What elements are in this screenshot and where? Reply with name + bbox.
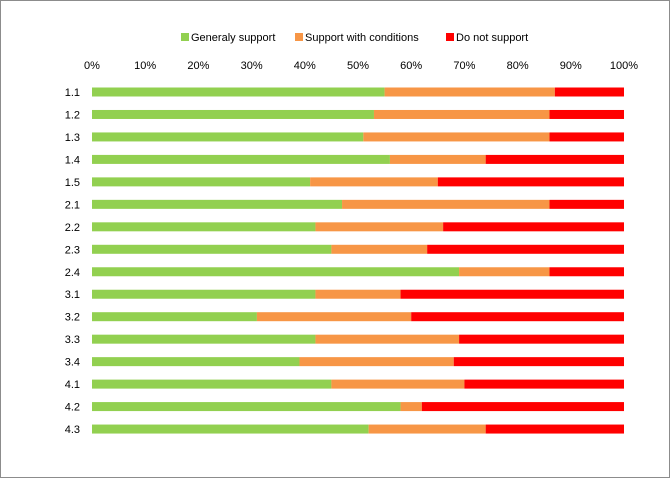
y-category-label: 2.3 — [65, 244, 80, 256]
y-category-label: 2.4 — [65, 267, 80, 279]
bar-1-1-series-1 — [384, 87, 555, 97]
bar-1-5-series-1 — [310, 177, 438, 187]
x-tick-label: 30% — [241, 60, 263, 72]
bar-3-4-series-1 — [299, 357, 454, 367]
x-tick-label: 90% — [560, 60, 582, 72]
bar-2-3-series-2 — [427, 244, 624, 254]
bar-2-3-series-0 — [92, 244, 332, 254]
x-tick-label: 40% — [294, 60, 316, 72]
bar-3-1-series-2 — [400, 289, 624, 299]
bar-4-2-series-0 — [92, 402, 401, 412]
y-category-label: 1.4 — [65, 154, 80, 166]
y-category-label: 4.1 — [65, 379, 80, 391]
x-tick-label: 50% — [347, 60, 369, 72]
bar-3-2-series-2 — [411, 312, 624, 322]
bar-4-2-series-2 — [421, 402, 624, 412]
y-category-label: 1.2 — [65, 109, 80, 121]
plot-area — [92, 87, 624, 434]
bar-3-3-series-2 — [459, 334, 624, 344]
legend-label-1: Support with conditions — [305, 32, 419, 44]
y-category-label: 2.2 — [65, 222, 80, 234]
bar-2-4-series-2 — [549, 267, 624, 277]
bar-4-3-series-1 — [368, 424, 486, 434]
bar-4-2-series-1 — [400, 402, 422, 412]
x-tick-label: 80% — [507, 60, 529, 72]
bar-4-1-series-0 — [92, 379, 332, 389]
bar-3-2-series-0 — [92, 312, 257, 322]
legend-swatch-0 — [181, 33, 189, 41]
bar-2-3-series-1 — [331, 244, 428, 254]
bar-1-4-series-0 — [92, 154, 390, 164]
bar-4-1-series-2 — [464, 379, 624, 389]
x-tick-label: 0% — [84, 60, 100, 72]
bar-1-2-series-1 — [373, 109, 550, 119]
y-category-label: 2.1 — [65, 199, 80, 211]
bar-1-3-series-1 — [363, 132, 550, 142]
bar-2-4-series-1 — [459, 267, 550, 277]
bar-3-4-series-2 — [453, 357, 624, 367]
bar-3-4-series-0 — [92, 357, 300, 367]
legend: Generaly support Support with conditions D… — [181, 32, 528, 44]
bar-1-3-series-0 — [92, 132, 364, 142]
bar-1-3-series-2 — [549, 132, 624, 142]
bar-2-1-series-0 — [92, 199, 343, 209]
bar-2-4-series-0 — [92, 267, 460, 277]
legend-label-2: Do not support — [456, 32, 528, 44]
y-category-label: 1.5 — [65, 177, 80, 189]
y-category-label: 3.3 — [65, 334, 80, 346]
legend-label-0: Generaly support — [191, 32, 275, 44]
bar-1-5-series-2 — [437, 177, 624, 187]
bar-1-1-series-0 — [92, 87, 385, 97]
bar-1-2-series-2 — [549, 109, 624, 119]
bar-2-2-series-1 — [315, 222, 444, 232]
bar-2-1-series-2 — [549, 199, 624, 209]
bar-1-2-series-0 — [92, 109, 374, 119]
bar-1-4-series-2 — [485, 154, 624, 164]
legend-swatch-1 — [295, 33, 303, 41]
bar-3-2-series-1 — [256, 312, 412, 322]
bar-1-1-series-2 — [554, 87, 624, 97]
bar-4-3-series-0 — [92, 424, 369, 434]
x-tick-label: 100% — [610, 60, 638, 72]
x-tick-label: 10% — [134, 60, 156, 72]
bar-4-3-series-2 — [485, 424, 624, 434]
bar-2-2-series-2 — [443, 222, 624, 232]
y-category-label: 4.3 — [65, 424, 80, 436]
y-axis-category-labels: 1.1 1.2 1.3 1.4 1.5 2.1 2.2 2.3 2.4 3.1 3.2 3.3 3.4 4… — [65, 87, 80, 436]
y-category-label: 3.4 — [65, 357, 80, 369]
y-category-label: 4.2 — [65, 402, 80, 414]
bar-4-1-series-1 — [331, 379, 465, 389]
x-axis-tick-labels: 0% 10% 20% 30% 40% 50% 60% 70% 80% 90% 100% — [84, 60, 638, 72]
bar-1-5-series-0 — [92, 177, 311, 187]
bar-3-3-series-0 — [92, 334, 316, 344]
bar-2-1-series-1 — [342, 199, 550, 209]
bar-1-4-series-1 — [389, 154, 486, 164]
y-category-label: 1.3 — [65, 132, 80, 144]
bar-2-2-series-0 — [92, 222, 316, 232]
y-category-label: 1.1 — [65, 87, 80, 99]
bar-3-1-series-1 — [315, 289, 401, 299]
bar-3-1-series-0 — [92, 289, 316, 299]
legend-swatch-2 — [446, 33, 454, 41]
x-tick-label: 20% — [187, 60, 209, 72]
x-tick-label: 60% — [400, 60, 422, 72]
x-tick-label: 70% — [453, 60, 475, 72]
y-category-label: 3.1 — [65, 289, 80, 301]
bar-3-3-series-1 — [315, 334, 460, 344]
y-category-label: 3.2 — [65, 312, 80, 324]
